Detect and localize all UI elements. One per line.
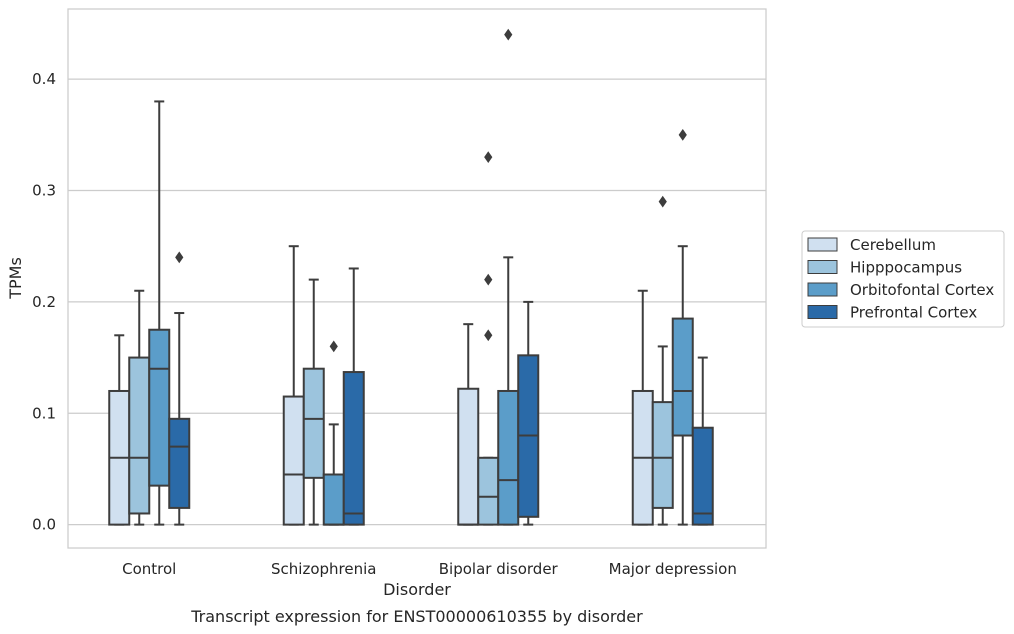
box-iqr [651,401,674,509]
box-iqr [477,456,500,526]
outlier-point [658,195,667,208]
legend-swatch [807,305,838,319]
legend-label: Prefrontal Cortex [850,304,977,322]
y-tick-label: 0.4 [32,70,56,88]
outlier-point [484,329,493,342]
x-axis-title: Disorder [383,580,451,599]
box-0-1 [128,289,151,526]
box-iqr [497,389,520,526]
outlier-point [504,28,513,41]
legend-frame [801,230,1005,328]
box-3-0 [631,289,654,526]
y-tick-labels: 0.0 0.1 0.2 0.3 0.4 [32,70,56,533]
box-3-2 [671,128,694,526]
box-2-1 [477,151,500,526]
y-tick-label: 0.3 [32,182,56,200]
box-1-1 [302,278,325,526]
y-tick-label: 0.2 [32,293,56,311]
outlier-point [175,251,184,264]
x-tick-label: Major depression [609,560,737,578]
box-3-3 [691,356,714,526]
legend: Cerebellum Hipppocampus Orbitofontal Corte… [801,230,1005,328]
legend-label: Orbitofontal Cortex [850,281,994,299]
y-axis-title: TPMs [6,257,25,300]
box-iqr [342,371,365,526]
x-tick-labels: Control Schizophrenia Bipolar disorder Majo… [122,560,737,578]
box-iqr [302,367,325,479]
legend-swatch [807,260,838,274]
box-0-3 [168,251,191,526]
box-1-2 [322,340,345,526]
box-1-0 [282,245,305,526]
x-tick-label: Control [122,560,176,578]
outlier-point [678,128,687,141]
legend-swatch [807,282,838,297]
y-tick-label: 0.1 [32,404,56,422]
box-iqr [148,328,171,487]
legend-swatch [807,237,838,252]
box-iqr [457,387,480,526]
box-iqr [168,417,191,509]
box-series [108,28,714,526]
outlier-point [484,151,493,163]
box-iqr [128,356,151,515]
outlier-point [329,340,338,353]
box-iqr [322,473,345,526]
x-tick-label: Bipolar disorder [439,560,559,578]
box-0-2 [148,100,171,526]
legend-label: Cerebellum [850,236,936,254]
box-2-3 [517,300,540,526]
y-tick-label: 0.0 [32,516,56,534]
box-2-0 [457,323,480,526]
box-1-3 [342,267,365,526]
box-iqr [282,395,305,526]
outlier-point [484,273,493,286]
box-0-0 [108,334,131,526]
legend-label: Hipppocampus [850,259,962,277]
plot-area-frame [67,8,767,549]
x-tick-label: Schizophrenia [271,560,376,578]
box-iqr [671,317,694,437]
chart-caption: Transcript expression for ENST0000061035… [190,607,643,626]
box-3-1 [651,195,674,526]
box-2-2 [497,28,520,526]
box-iqr [691,426,714,526]
